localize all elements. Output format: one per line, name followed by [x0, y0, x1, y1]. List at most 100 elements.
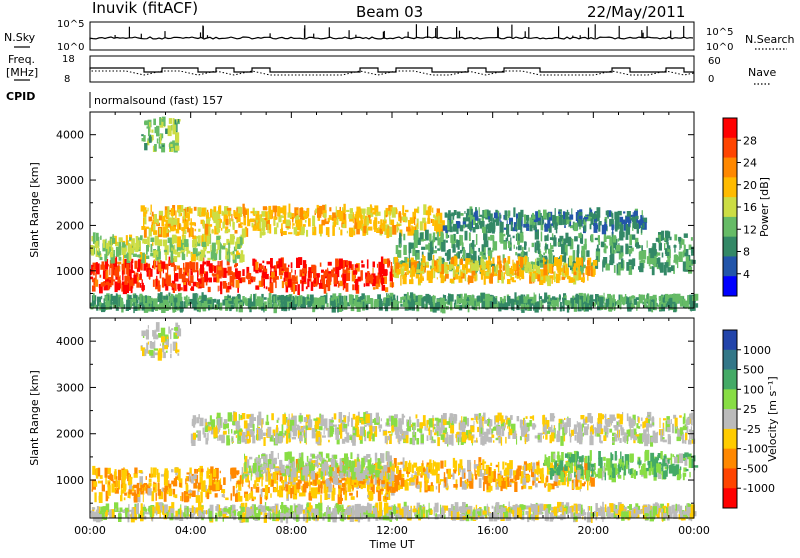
data-cell: [347, 231, 348, 234]
data-cell: [504, 511, 508, 517]
data-cell: [549, 275, 553, 278]
data-cell: [433, 271, 435, 278]
data-cell: [329, 215, 332, 220]
data-cell: [100, 257, 103, 260]
data-cell: [101, 296, 102, 299]
data-cell: [189, 208, 193, 213]
data-cell: [581, 277, 585, 282]
data-cell: [106, 249, 108, 259]
data-cell: [367, 207, 371, 215]
data-cell: [599, 297, 603, 307]
data-cell: [557, 264, 561, 270]
data-cell: [123, 254, 124, 263]
data-cell: [145, 254, 146, 264]
data-cell: [236, 271, 240, 279]
data-cell: [595, 225, 598, 230]
data-cell: [529, 272, 532, 276]
data-cell: [247, 228, 248, 237]
data-cell: [247, 273, 251, 279]
data-cell: [437, 277, 438, 279]
data-cell: [141, 226, 145, 230]
data-cell: [650, 266, 652, 269]
data-cell: [497, 263, 498, 266]
data-cell: [371, 299, 374, 309]
data-cell: [539, 504, 543, 512]
data-cell: [277, 297, 279, 300]
data-cell: [429, 276, 430, 280]
data-cell: [100, 275, 102, 278]
data-cell: [426, 262, 429, 266]
data-cell: [196, 256, 198, 260]
data-cell: [260, 265, 264, 269]
data-cell: [381, 278, 385, 284]
data-cell: [620, 224, 624, 235]
data-cell: [684, 233, 688, 238]
data-cell: [463, 249, 465, 260]
data-cell: [291, 262, 293, 268]
data-cell: [259, 509, 261, 517]
data-cell: [113, 250, 115, 258]
data-cell: [627, 225, 629, 235]
data-cell: [418, 279, 420, 284]
y-tick-label: 3000: [56, 174, 84, 187]
data-cell: [238, 484, 241, 491]
data-cell: [593, 260, 597, 266]
data-cell: [503, 241, 507, 249]
data-cell: [562, 277, 566, 280]
data-cell: [319, 224, 323, 233]
data-cell: [226, 301, 229, 310]
data-cell: [621, 258, 624, 268]
data-cell: [461, 225, 463, 231]
data-cell: [652, 249, 657, 254]
data-cell: [228, 211, 230, 216]
data-cell: [265, 506, 269, 510]
data-cell: [122, 247, 126, 256]
data-cell: [466, 217, 470, 221]
data-cell: [664, 262, 668, 268]
data-cell: [235, 242, 237, 250]
data-cell: [679, 239, 680, 250]
data-cell: [514, 245, 515, 249]
data-cell: [549, 253, 553, 263]
data-cell: [390, 220, 394, 226]
data-cell: [492, 506, 494, 509]
data-cell: [403, 234, 405, 241]
data-cell: [98, 481, 102, 484]
data-cell: [307, 279, 309, 288]
data-cell: [185, 262, 189, 272]
data-cell: [673, 294, 674, 303]
data-cell: [242, 222, 244, 224]
data-cell: [332, 488, 335, 495]
data-cell: [471, 255, 474, 261]
data-cell: [674, 245, 677, 248]
data-cell: [127, 513, 128, 517]
data-cell: [416, 269, 420, 273]
data-cell: [643, 295, 646, 300]
data-cell: [519, 278, 521, 280]
data-cell: [228, 298, 232, 301]
noise-strip-frame: [90, 22, 694, 50]
data-cell: [261, 298, 264, 307]
data-cell: [421, 298, 424, 308]
data-cell: [235, 263, 238, 266]
data-cell: [544, 235, 548, 241]
data-cell: [186, 485, 189, 492]
data-cell: [363, 226, 366, 233]
data-cell: [536, 266, 540, 273]
data-cell: [403, 275, 407, 284]
data-cell: [220, 286, 222, 291]
data-cell: [360, 215, 362, 225]
data-cell: [367, 228, 369, 235]
data-cell: [269, 224, 271, 234]
data-cell: [537, 274, 540, 281]
data-cell: [293, 284, 295, 294]
data-cell: [634, 299, 637, 305]
data-cell: [342, 224, 345, 228]
data-cell: [404, 506, 407, 515]
data-cell: [187, 506, 189, 516]
data-cell: [186, 278, 189, 282]
data-cell: [361, 228, 363, 231]
data-cell: [578, 264, 580, 272]
data-cell: [173, 481, 177, 486]
data-cell: [342, 296, 344, 304]
